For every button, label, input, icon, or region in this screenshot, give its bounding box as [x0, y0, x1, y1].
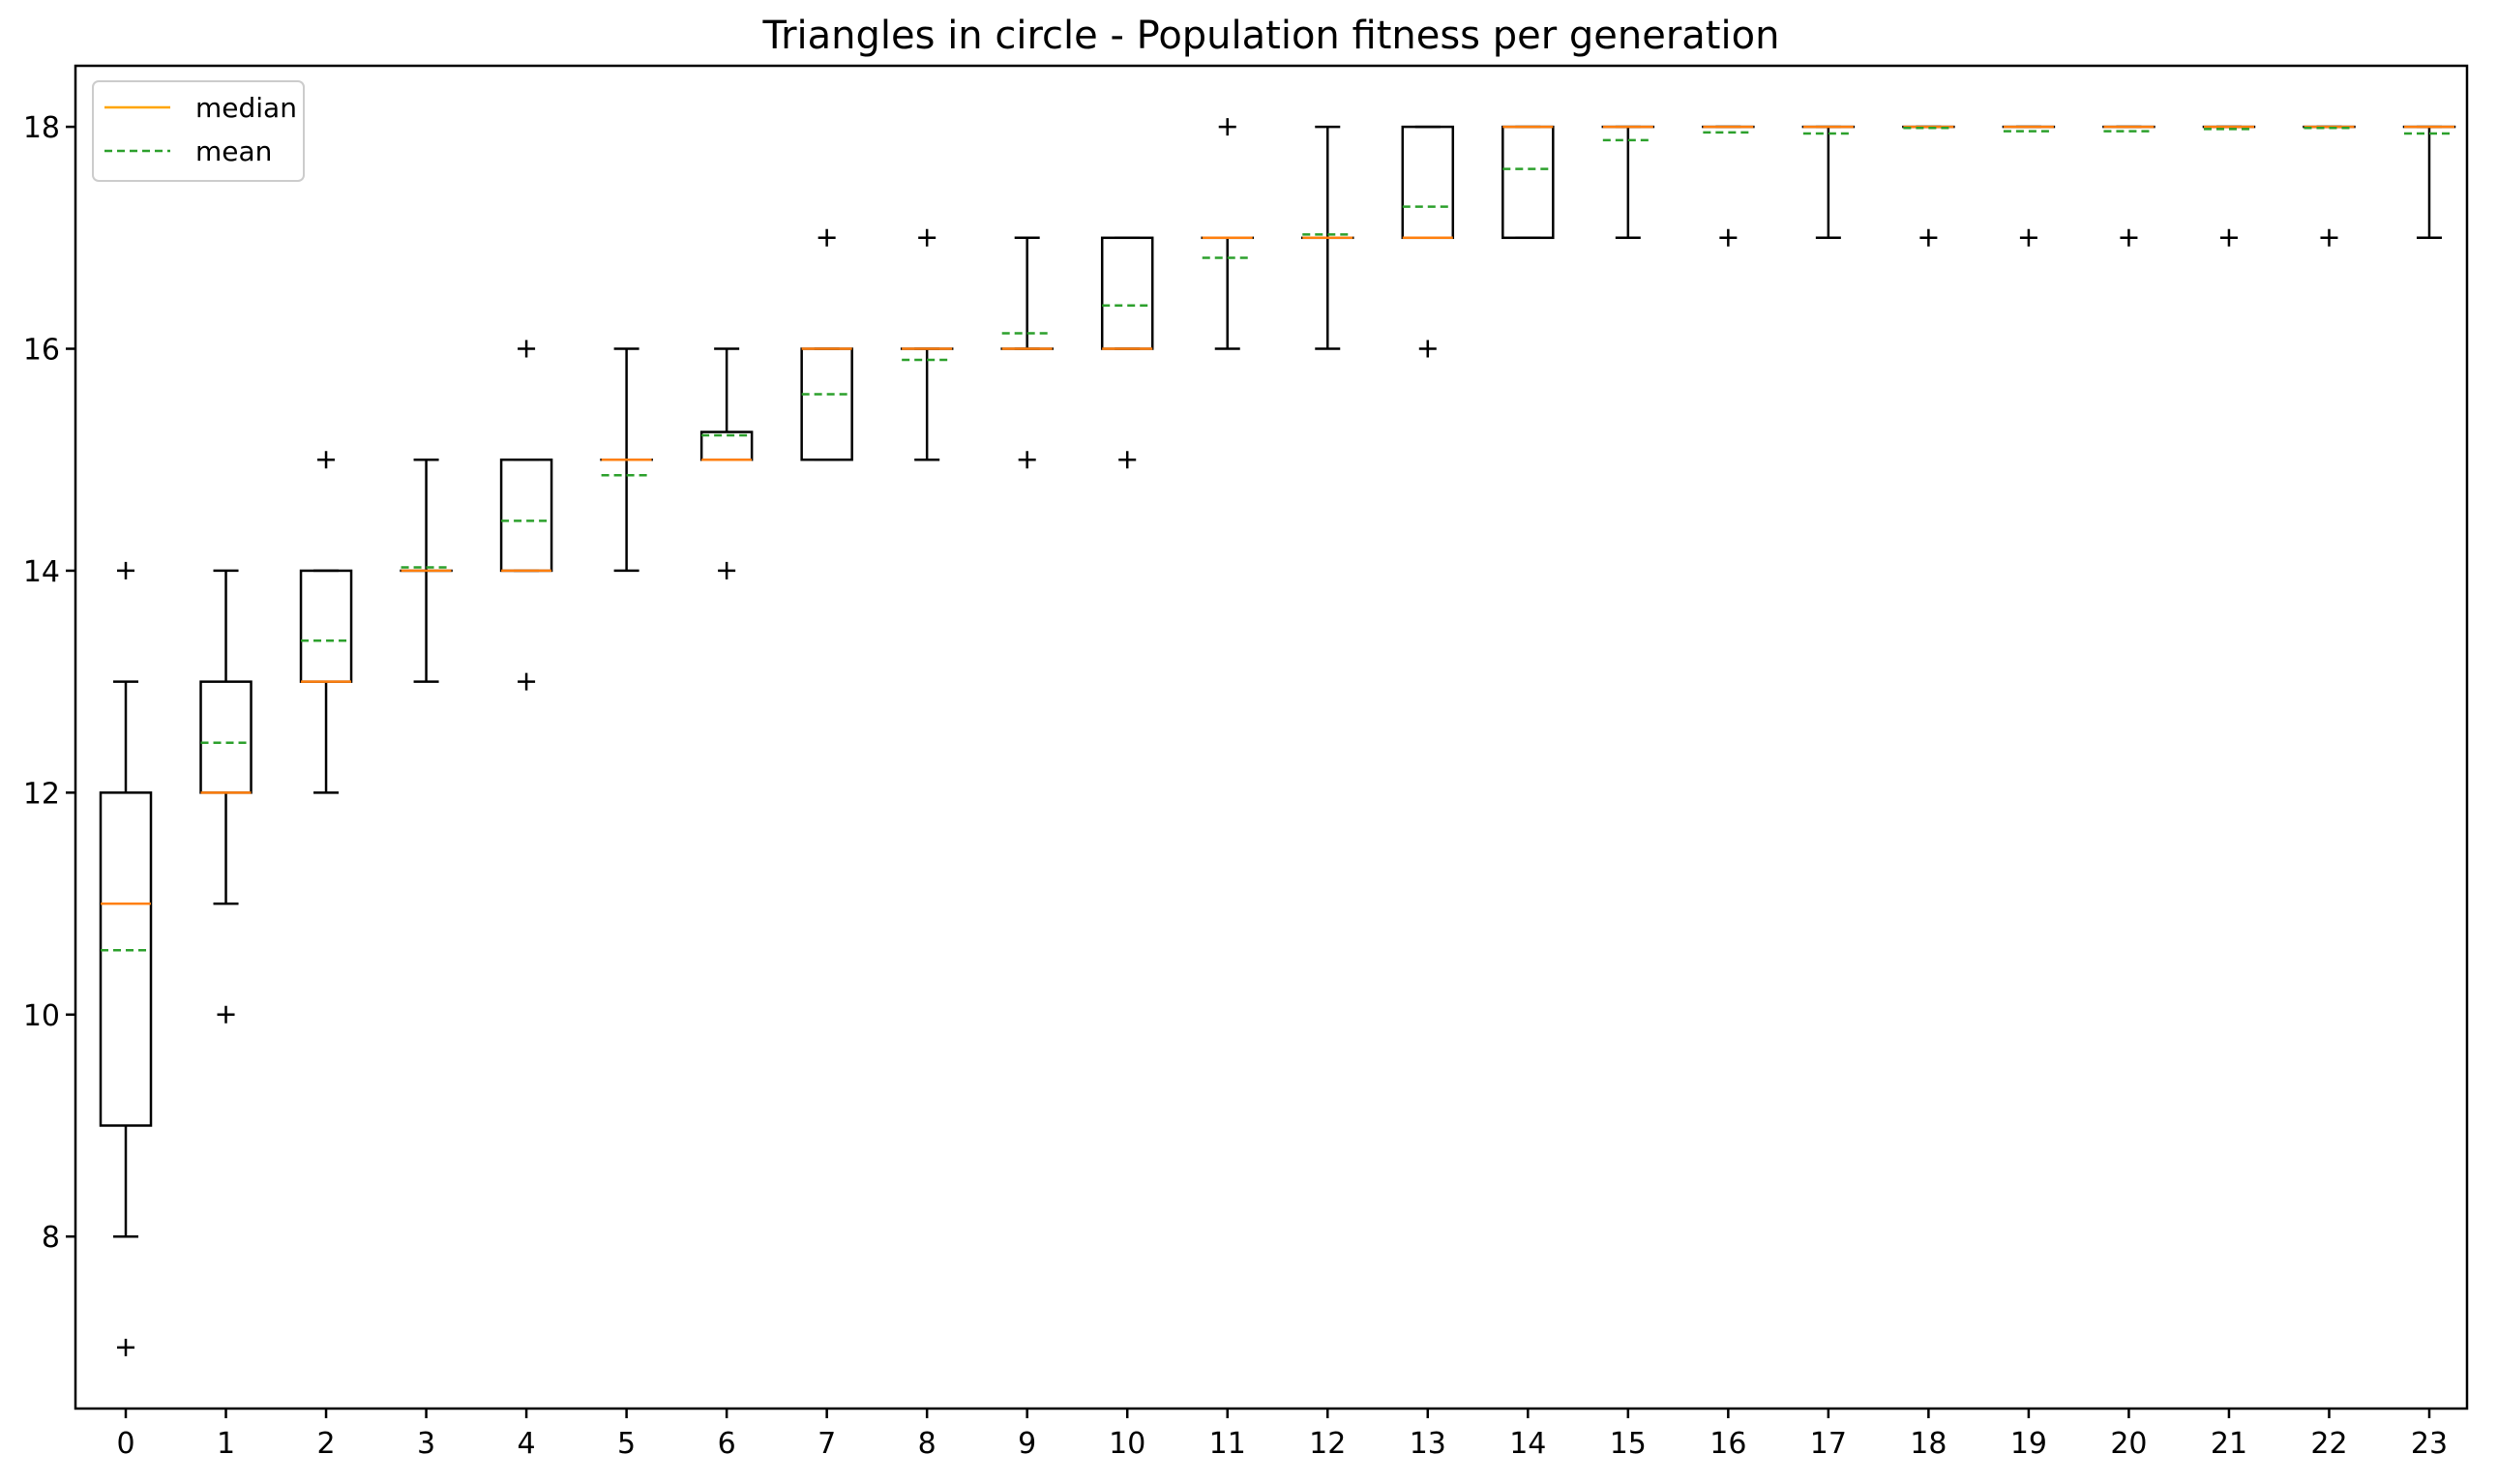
x-tick-label: 7	[817, 1427, 836, 1461]
chart-title: Triangles in circle - Population fitness…	[762, 14, 1780, 58]
x-tick-label: 15	[1610, 1427, 1647, 1461]
x-tick-label: 10	[1109, 1427, 1145, 1461]
legend-mean-label: mean	[195, 135, 272, 167]
y-tick-label: 8	[42, 1221, 60, 1255]
x-tick-label: 11	[1209, 1427, 1246, 1461]
x-tick-label: 23	[2411, 1427, 2448, 1461]
x-tick-label: 16	[1709, 1427, 1746, 1461]
x-tick-label: 21	[2211, 1427, 2247, 1461]
x-tick-label: 4	[518, 1427, 536, 1461]
x-tick-label: 8	[918, 1427, 936, 1461]
x-tick-label: 13	[1410, 1427, 1446, 1461]
legend-median-label: median	[195, 92, 297, 124]
x-tick-label: 3	[417, 1427, 435, 1461]
y-tick-label: 18	[23, 111, 60, 145]
x-tick-label: 18	[1910, 1427, 1947, 1461]
x-tick-label: 19	[2010, 1427, 2047, 1461]
x-tick-label: 12	[1309, 1427, 1346, 1461]
x-tick-label: 6	[718, 1427, 736, 1461]
x-tick-label: 1	[217, 1427, 235, 1461]
x-tick-label: 17	[1810, 1427, 1847, 1461]
x-tick-label: 22	[2310, 1427, 2347, 1461]
x-tick-label: 9	[1018, 1427, 1036, 1461]
y-tick-label: 10	[23, 999, 60, 1033]
y-tick-label: 14	[23, 555, 60, 589]
chart-legend: median mean	[93, 81, 304, 181]
x-tick-label: 14	[1509, 1427, 1546, 1461]
x-tick-label: 2	[316, 1427, 335, 1461]
x-tick-label: 5	[617, 1427, 636, 1461]
y-tick-label: 16	[23, 334, 60, 368]
y-tick-label: 12	[23, 777, 60, 811]
x-tick-label: 20	[2110, 1427, 2147, 1461]
x-tick-label: 0	[116, 1427, 134, 1461]
